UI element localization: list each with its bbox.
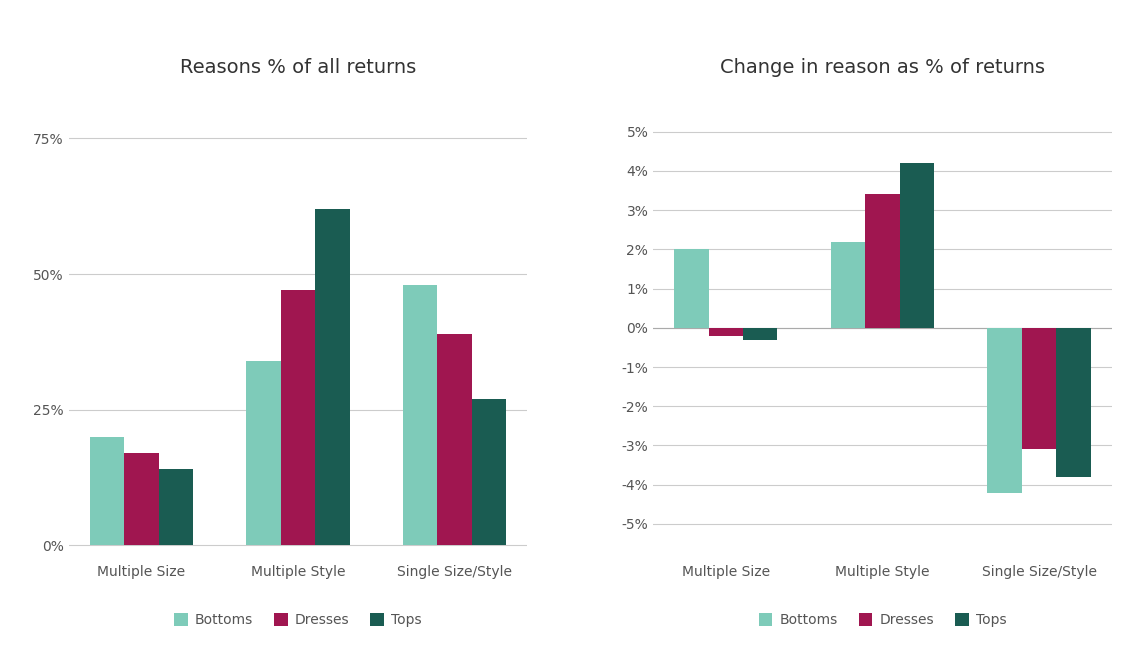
Bar: [246, 361, 281, 545]
Bar: [403, 285, 438, 545]
Bar: [281, 290, 315, 545]
Bar: [124, 453, 158, 545]
Bar: [831, 242, 865, 328]
Bar: [865, 195, 900, 328]
Legend: Bottoms, Dresses, Tops: Bottoms, Dresses, Tops: [753, 607, 1012, 633]
Bar: [158, 470, 193, 545]
Bar: [315, 209, 350, 545]
Bar: [472, 399, 507, 545]
Title: Reasons % of all returns: Reasons % of all returns: [180, 58, 416, 76]
Bar: [1057, 328, 1091, 477]
Bar: [674, 250, 708, 328]
Bar: [708, 328, 743, 336]
Bar: [743, 328, 777, 340]
Bar: [900, 163, 934, 328]
Bar: [438, 334, 472, 545]
Bar: [89, 437, 124, 545]
Title: Change in reason as % of returns: Change in reason as % of returns: [720, 58, 1045, 76]
Legend: Bottoms, Dresses, Tops: Bottoms, Dresses, Tops: [168, 607, 427, 633]
Bar: [1022, 328, 1057, 450]
Bar: [988, 328, 1022, 492]
